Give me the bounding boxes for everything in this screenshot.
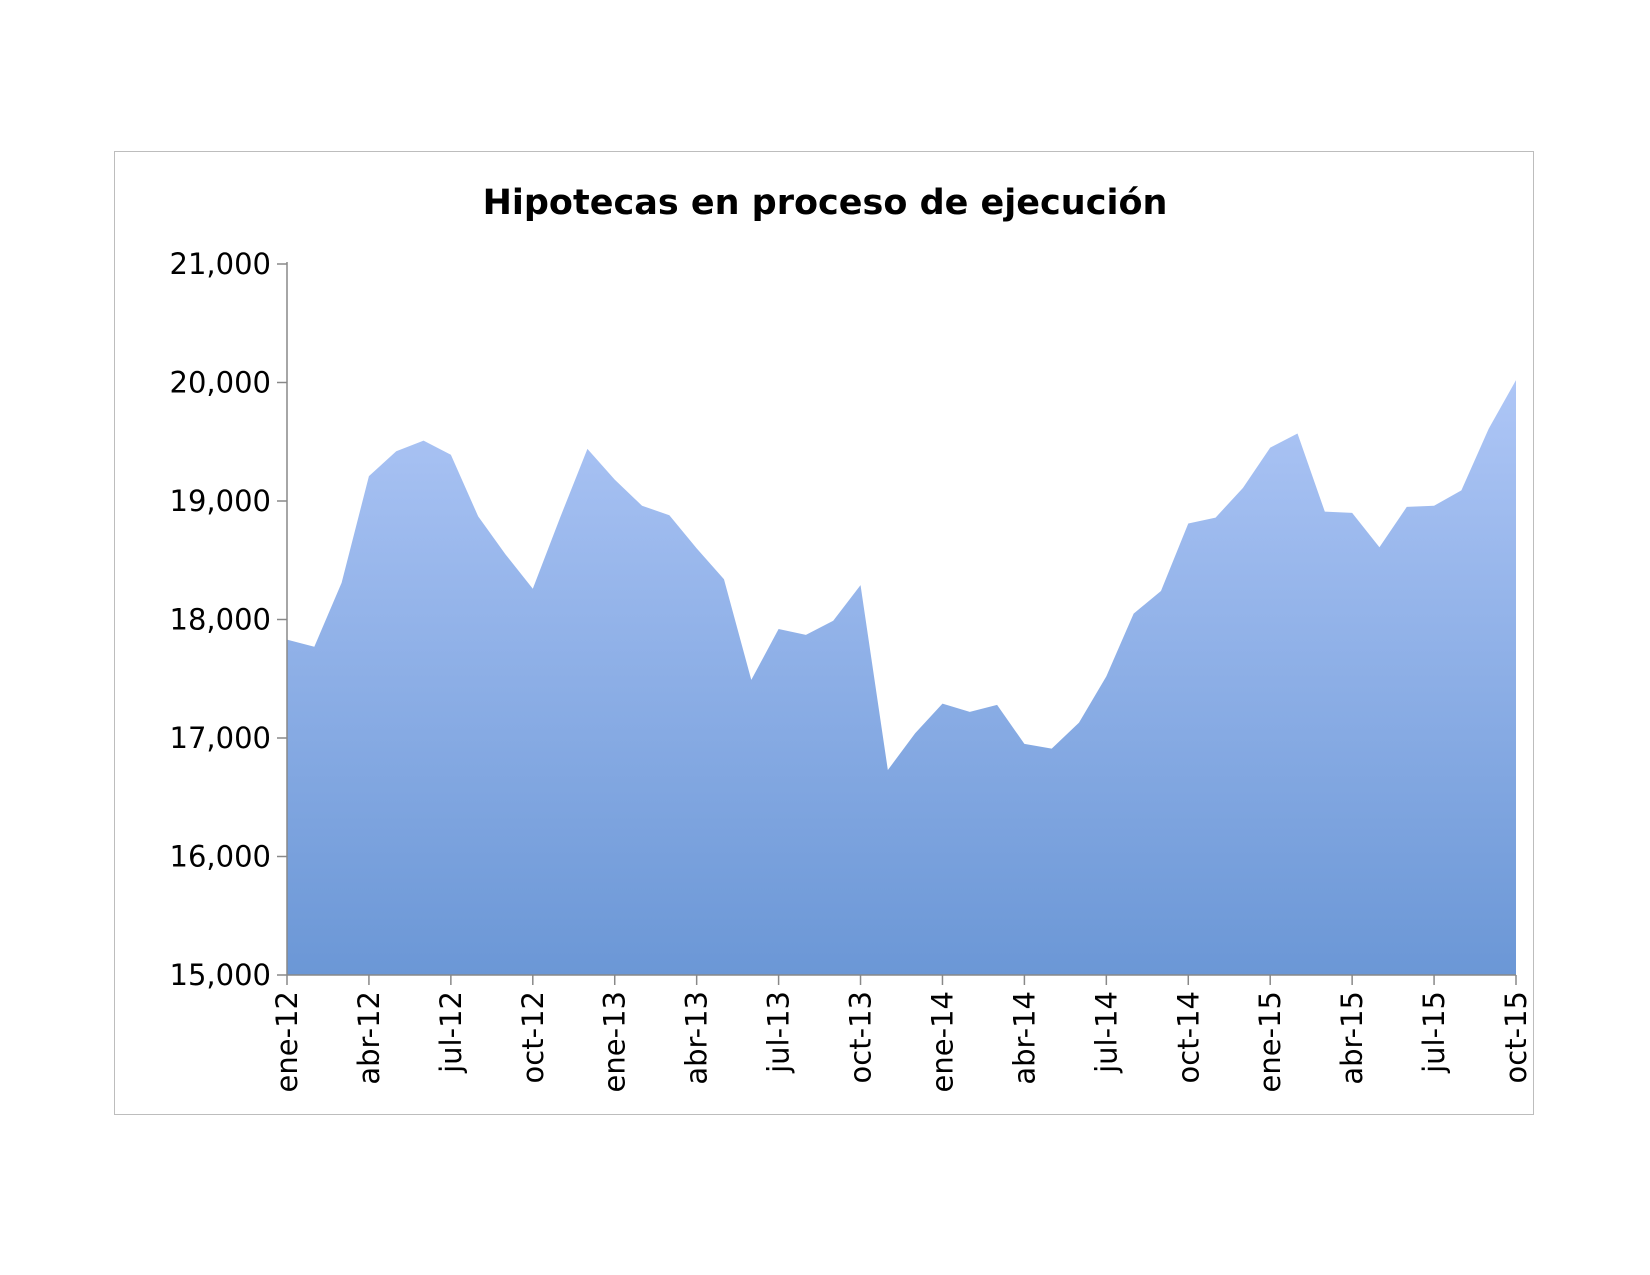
x-tick-label: ene-13 bbox=[598, 991, 632, 1092]
x-tick-label: ene-15 bbox=[1253, 991, 1287, 1092]
chart-title: Hipotecas en proceso de ejecución bbox=[483, 183, 1168, 223]
x-tick-label: jul-14 bbox=[1089, 991, 1123, 1074]
y-tick-label: 17,000 bbox=[170, 721, 271, 755]
y-tick-label: 20,000 bbox=[170, 366, 271, 400]
y-tick-label: 18,000 bbox=[170, 603, 271, 637]
x-tick-label: jul-15 bbox=[1417, 991, 1451, 1074]
x-tick-label: jul-13 bbox=[762, 991, 796, 1074]
y-tick-label: 21,000 bbox=[170, 247, 271, 281]
x-tick-label: oct-13 bbox=[844, 991, 878, 1083]
y-tick-label: 19,000 bbox=[170, 484, 271, 518]
x-tick-label: oct-15 bbox=[1499, 991, 1533, 1083]
x-tick-label: ene-12 bbox=[270, 991, 304, 1092]
y-tick-label: 15,000 bbox=[170, 958, 271, 992]
x-tick-label: jul-12 bbox=[434, 991, 468, 1074]
plot-area: 15,000 16,000 17,000 18,000 19,000 20,000 21,0… bbox=[170, 247, 1533, 1092]
y-tick-label: 16,000 bbox=[170, 840, 271, 874]
area-series bbox=[287, 380, 1516, 975]
x-tick-label: oct-12 bbox=[516, 991, 550, 1083]
chart-frame: Hipotecas en proceso de ejecución 15,000… bbox=[114, 151, 1534, 1115]
x-tick-label: abr-13 bbox=[680, 991, 714, 1085]
x-tick-label: abr-14 bbox=[1007, 991, 1041, 1085]
x-tick-label: abr-12 bbox=[352, 991, 386, 1085]
x-tick-label: abr-15 bbox=[1335, 991, 1369, 1085]
x-tick-label: ene-14 bbox=[925, 991, 959, 1092]
x-tick-label: oct-14 bbox=[1171, 991, 1205, 1083]
area-chart: Hipotecas en proceso de ejecución 15,000… bbox=[170, 183, 1533, 1092]
